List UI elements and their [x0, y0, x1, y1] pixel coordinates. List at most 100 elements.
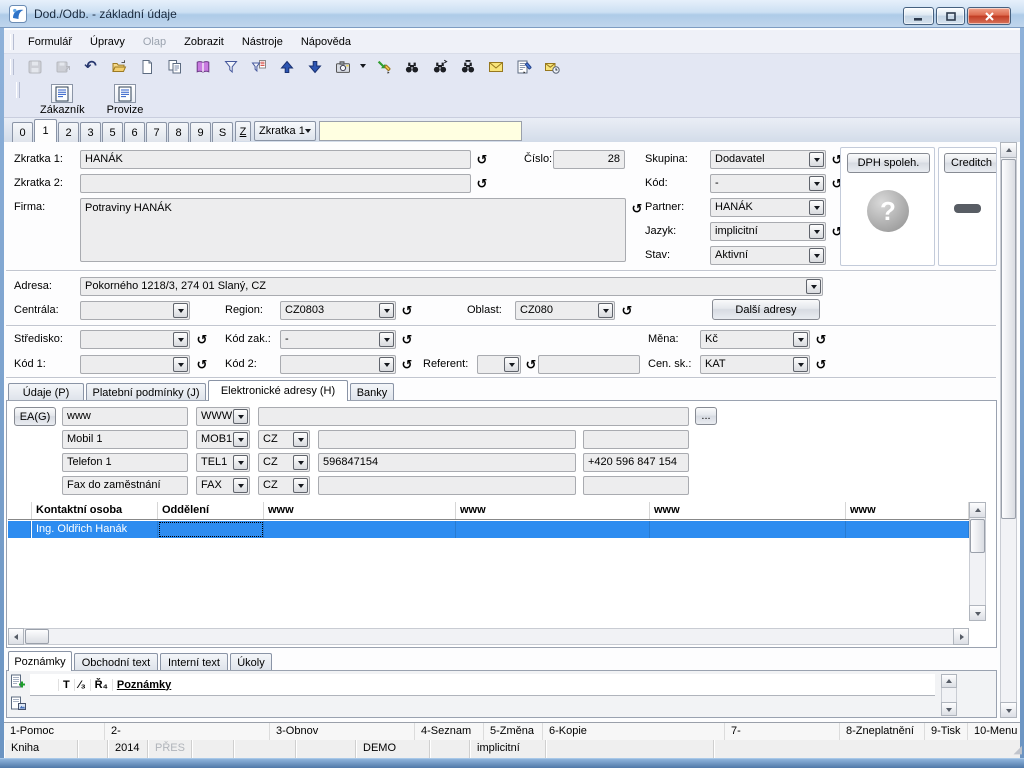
column-header-kontaktni-osoba[interactable]: Kontaktní osoba [32, 502, 158, 520]
column-header-oddeleni[interactable]: Oddělení [158, 502, 264, 520]
dropdown-button[interactable] [809, 176, 824, 191]
record-tab-8[interactable]: 8 [168, 122, 189, 142]
dropdown-button[interactable] [293, 455, 308, 470]
column-header-www-1[interactable]: www [264, 502, 456, 520]
dph-spoleh-button[interactable]: DPH spoleh. [847, 153, 930, 173]
history-icon[interactable]: ↺ [631, 201, 643, 216]
scroll-right-button[interactable] [953, 628, 969, 645]
zkratka1-field[interactable]: HANÁK [80, 150, 471, 169]
resize-grip[interactable]: ◢ [1013, 744, 1022, 756]
ea-row4-value[interactable] [318, 476, 576, 495]
ea-row1-value[interactable] [258, 407, 689, 426]
table-cell-www-2[interactable] [456, 521, 650, 538]
dropdown-button[interactable] [233, 432, 248, 447]
ea-row3-name[interactable]: Telefon 1 [62, 453, 188, 472]
row-selector[interactable] [8, 521, 31, 538]
table-cell-oddeleni[interactable] [158, 521, 264, 538]
referent-dropdown[interactable] [477, 355, 521, 374]
search-field-selector[interactable]: Zkratka 1 [254, 121, 316, 141]
tab-udaje[interactable]: Údaje (P) [8, 383, 84, 401]
menu-nastroje[interactable]: Nástroje [241, 35, 283, 48]
zkratka2-field[interactable] [80, 174, 471, 193]
filter-print-button[interactable] [246, 56, 271, 78]
snapshot-dropdown-button[interactable] [358, 56, 368, 78]
ea-row4-type-dropdown[interactable]: FAX [196, 476, 250, 495]
menu-formular[interactable]: Formulář [28, 35, 73, 48]
cislo-field[interactable]: 28 [553, 150, 625, 169]
ea-row2-formatted[interactable] [583, 430, 689, 449]
history-icon[interactable]: ↺ [196, 332, 208, 347]
stav-dropdown[interactable]: Aktivní [710, 246, 826, 265]
snapshot-button[interactable] [330, 56, 355, 78]
partner-dropdown[interactable]: HANÁK [710, 198, 826, 217]
history-icon[interactable]: ↺ [831, 152, 843, 167]
provize-button[interactable]: Provize [100, 82, 151, 118]
history-icon[interactable]: ↺ [621, 303, 633, 318]
tab-interni-text[interactable]: Interní text [160, 653, 228, 671]
dropdown-button[interactable] [293, 478, 308, 493]
centrala-dropdown[interactable] [80, 301, 190, 320]
table-horizontal-scrollbar[interactable] [8, 628, 969, 645]
history-icon[interactable]: ↺ [815, 357, 827, 372]
history-icon[interactable]: ↺ [196, 357, 208, 372]
ea-row3-country-dropdown[interactable]: CZ [258, 453, 310, 472]
table-row-contact-name[interactable]: Ing. Oldřich Hanák [32, 521, 158, 538]
scrollbar-thumb[interactable] [25, 629, 49, 644]
ea-row4-formatted[interactable] [583, 476, 689, 495]
firma-field[interactable]: Potraviny HANÁK [80, 198, 626, 262]
adresa-dropdown[interactable]: Pokorného 1218/3, 274 01 Slaný, CZ [80, 277, 823, 296]
history-icon[interactable]: ↺ [831, 224, 843, 239]
record-tab-5[interactable]: 5 [102, 122, 123, 142]
record-tab-9[interactable]: 9 [190, 122, 211, 142]
history-icon[interactable]: ↺ [401, 303, 413, 318]
history-icon[interactable]: ↺ [401, 357, 413, 372]
mena-dropdown[interactable]: Kč [700, 330, 810, 349]
table-cell-www-3[interactable] [650, 521, 846, 538]
dropdown-button[interactable] [809, 200, 824, 215]
dropdown-button[interactable] [379, 357, 394, 372]
cen-sk-dropdown[interactable]: KAT [700, 355, 810, 374]
region-dropdown[interactable]: CZ0803 [280, 301, 396, 320]
scroll-up-button[interactable] [969, 502, 986, 518]
dropdown-button[interactable] [793, 357, 808, 372]
record-tab-1[interactable]: 1 [34, 119, 57, 142]
ea-row2-value[interactable] [318, 430, 576, 449]
ea-more-button[interactable]: ... [695, 407, 717, 425]
ea-row3-value[interactable]: 596847154 [318, 453, 576, 472]
edit-text-button[interactable] [511, 56, 536, 78]
jazyk-dropdown[interactable]: implicitní [710, 222, 826, 241]
record-tab-s[interactable]: S [212, 122, 233, 142]
dropdown-button[interactable] [793, 332, 808, 347]
dropdown-button[interactable] [504, 357, 519, 372]
record-tab-3[interactable]: 3 [80, 122, 101, 142]
dropdown-button[interactable] [173, 357, 188, 372]
copy-record-button[interactable] [162, 56, 187, 78]
dropdown-button[interactable] [233, 478, 248, 493]
dropdown-button[interactable] [173, 303, 188, 318]
ea-row2-type-dropdown[interactable]: MOB1 [196, 430, 250, 449]
scroll-left-button[interactable] [8, 628, 24, 645]
oblast-dropdown[interactable]: CZ080 [515, 301, 615, 320]
new-record-button[interactable] [134, 56, 159, 78]
stredisko-dropdown[interactable] [80, 330, 190, 349]
dropdown-button[interactable] [809, 152, 824, 167]
close-button[interactable] [967, 7, 1011, 25]
kod-zak-dropdown[interactable]: - [280, 330, 396, 349]
ea-row1-name[interactable]: www [62, 407, 188, 426]
record-tab-6[interactable]: 6 [124, 122, 145, 142]
record-tab-2[interactable]: 2 [58, 122, 79, 142]
dropdown-button[interactable] [379, 332, 394, 347]
table-cell-www-4[interactable] [846, 521, 969, 538]
filter-button[interactable] [218, 56, 243, 78]
ea-group-button[interactable]: EA(G) [14, 407, 56, 426]
dropdown-button[interactable] [233, 455, 248, 470]
kod1-dropdown[interactable] [80, 355, 190, 374]
undo-button[interactable]: ↶ [78, 56, 103, 78]
history-icon[interactable]: ↺ [476, 152, 488, 167]
ea-row1-type-dropdown[interactable]: WWW [196, 407, 250, 426]
ea-row3-formatted[interactable]: +420 596 847 154 [583, 453, 689, 472]
ea-row2-country-dropdown[interactable]: CZ [258, 430, 310, 449]
z-button[interactable]: Z [235, 121, 251, 141]
zakaznik-button[interactable]: Zákazník [33, 82, 92, 118]
add-note-button[interactable] [10, 674, 26, 692]
